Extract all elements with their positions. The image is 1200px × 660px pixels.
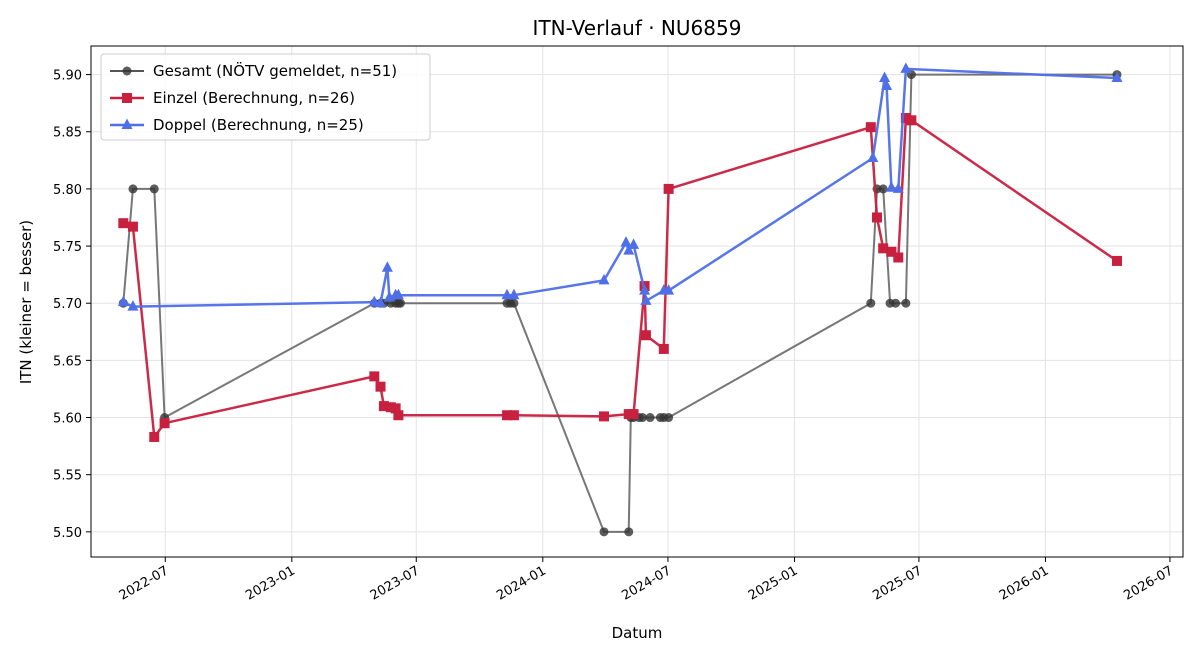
- legend-swatch-marker: [121, 118, 133, 129]
- data-point: [900, 62, 912, 73]
- series-layer: [117, 62, 1123, 537]
- y-axis-ticks: 5.50 5.55 5.60 5.65 5.70 5.75 5.80 5.85 5.90: [53, 69, 91, 541]
- data-point: [1111, 71, 1123, 83]
- y-tick-label: 5.90: [53, 69, 82, 84]
- legend-swatch-marker: [122, 66, 132, 76]
- data-point: [865, 122, 876, 133]
- data-point: [508, 288, 520, 300]
- data-point: [598, 273, 610, 285]
- legend: Gesamt (NÖTV gemeldet, n=51) Einzel (Bere…: [100, 53, 431, 141]
- y-axis-label: ITN (kleiner = besser): [17, 220, 35, 384]
- data-point: [149, 184, 159, 194]
- data-point: [378, 401, 389, 412]
- y-tick-label: 5.85: [53, 126, 82, 141]
- data-point: [871, 212, 882, 223]
- plot-frame: [90, 45, 1184, 558]
- data-point: [893, 252, 904, 263]
- data-point: [369, 371, 380, 382]
- data-point: [117, 295, 129, 307]
- data-point: [891, 298, 901, 308]
- data-point: [886, 246, 897, 257]
- data-point: [375, 296, 387, 308]
- data-point: [878, 184, 888, 194]
- legend-box: [100, 53, 431, 141]
- data-point: [866, 298, 876, 308]
- data-point: [867, 151, 879, 163]
- y-tick-label: 5.65: [53, 354, 82, 369]
- data-point: [663, 183, 674, 194]
- data-point: [128, 184, 138, 194]
- data-point: [640, 330, 651, 341]
- y-tick-label: 5.50: [53, 526, 82, 541]
- data-point: [392, 288, 404, 300]
- data-point: [624, 527, 634, 537]
- series-square: [118, 113, 1122, 442]
- data-point: [159, 418, 170, 429]
- data-point: [508, 410, 519, 421]
- data-point: [395, 298, 405, 308]
- data-point: [149, 431, 160, 442]
- chart-title: ITN-Verlauf · NU6859: [533, 16, 742, 40]
- data-point: [127, 221, 138, 232]
- legend-entry: Gesamt (NÖTV gemeldet, n=51): [153, 61, 397, 80]
- series-triangle: [117, 62, 1123, 311]
- data-point: [900, 113, 911, 124]
- data-point: [501, 288, 513, 300]
- data-point: [906, 115, 917, 126]
- y-tick-label: 5.75: [53, 240, 82, 255]
- data-point: [901, 298, 911, 308]
- data-point: [127, 300, 139, 311]
- data-point: [664, 413, 674, 423]
- data-point: [390, 403, 401, 414]
- data-point: [1111, 255, 1122, 266]
- data-point: [885, 181, 897, 192]
- data-point: [878, 243, 889, 254]
- data-point: [658, 343, 669, 354]
- data-point: [892, 182, 904, 193]
- legend-entry: Doppel (Berechnung, n=25): [153, 116, 364, 134]
- data-point: [639, 284, 651, 295]
- data-point: [879, 71, 891, 83]
- data-point: [393, 410, 404, 421]
- data-point: [881, 79, 893, 91]
- data-point: [375, 381, 386, 392]
- data-point: [509, 298, 519, 308]
- y-tick-label: 5.55: [53, 469, 82, 484]
- data-point: [381, 261, 393, 272]
- data-point: [628, 409, 639, 420]
- data-point: [640, 294, 652, 305]
- y-tick-label: 5.60: [53, 412, 82, 427]
- data-point: [645, 413, 655, 423]
- data-point: [620, 236, 632, 247]
- legend-swatch-marker: [122, 93, 132, 103]
- data-point: [638, 413, 648, 423]
- data-point: [599, 527, 609, 537]
- data-point: [598, 411, 609, 422]
- data-point: [663, 284, 675, 295]
- data-point: [623, 244, 635, 255]
- data-point: [628, 238, 640, 249]
- y-tick-label: 5.70: [53, 297, 82, 312]
- data-point: [502, 410, 513, 421]
- y-tick-label: 5.80: [53, 183, 82, 198]
- legend-entry: Einzel (Berechnung, n=26): [153, 89, 355, 107]
- x-axis-label: Datum: [612, 624, 663, 642]
- data-point: [118, 218, 129, 229]
